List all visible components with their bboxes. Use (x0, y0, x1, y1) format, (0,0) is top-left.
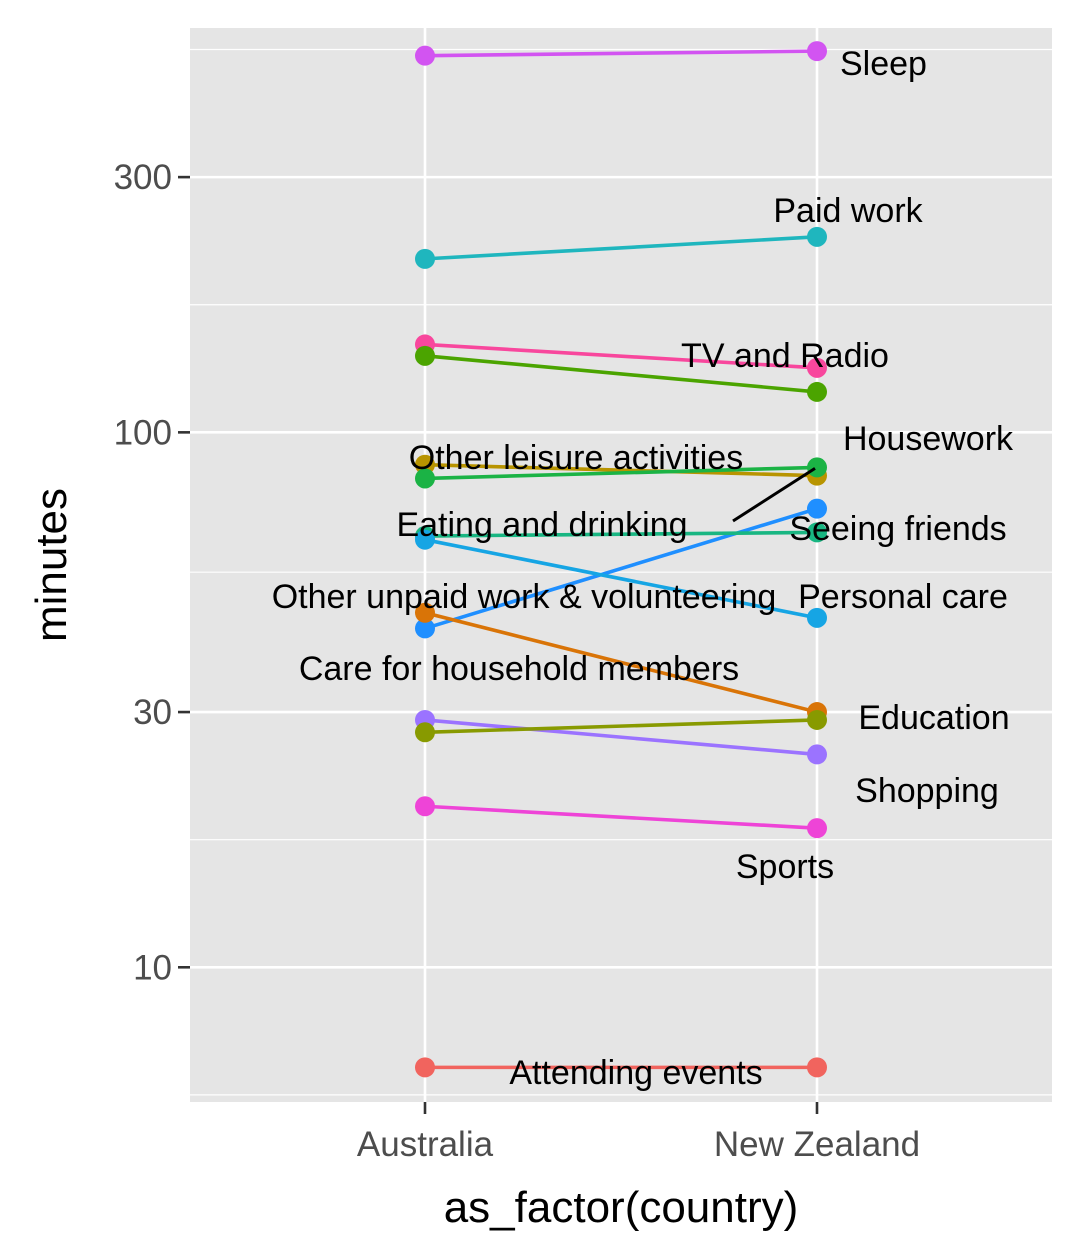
y-tick-label: 100 (114, 413, 172, 452)
data-point (415, 722, 435, 743)
series-line (424, 611, 818, 714)
x-tick-label: Australia (357, 1125, 494, 1164)
data-point (807, 522, 827, 543)
grid-major (190, 28, 1052, 1102)
series-label: Care for household members (299, 650, 739, 688)
series-label: Sleep (840, 45, 927, 83)
data-point (807, 1057, 827, 1078)
series-line (424, 537, 818, 620)
series-line (424, 804, 818, 830)
series-label: Attending events (509, 1054, 762, 1092)
y-axis-title: minutes (27, 488, 76, 642)
grid-minor (190, 48, 1052, 1096)
series-label: Education (858, 699, 1009, 737)
series-label: Seeing friends (789, 510, 1006, 548)
series-label: Paid work (773, 192, 923, 230)
data-point (415, 529, 435, 550)
y-tick-label: 10 (133, 948, 172, 987)
series-line (424, 465, 818, 481)
series-label: Other leisure activities (409, 439, 743, 477)
data-point (415, 345, 435, 366)
data-point (807, 607, 827, 628)
series-lines (424, 49, 818, 1070)
x-axis-title: as_factor(country) (444, 1183, 799, 1232)
series-label: Eating and drinking (396, 506, 687, 544)
series-line (424, 354, 818, 394)
data-point (415, 45, 435, 66)
y-axis: 10 30 100 300 (114, 158, 190, 987)
data-point (807, 457, 827, 478)
series-label: Shopping (855, 772, 999, 810)
data-point (807, 818, 827, 839)
data-point (807, 744, 827, 765)
series-label: Housework (843, 420, 1014, 458)
data-point (415, 1057, 435, 1078)
y-tick-label: 300 (114, 158, 172, 197)
series-line (424, 530, 818, 538)
series-line (424, 718, 818, 757)
series-label: Other unpaid work & volunteering (272, 578, 777, 616)
data-point (415, 602, 435, 623)
x-tick-label: New Zealand (714, 1125, 920, 1164)
series-line (424, 49, 818, 58)
series-label: Personal care (798, 578, 1008, 616)
data-point (415, 248, 435, 269)
x-axis: Australia New Zealand (357, 1102, 920, 1164)
series-label: Sports (736, 848, 834, 886)
series-points (415, 41, 827, 1078)
series-line (424, 506, 818, 631)
data-point (807, 41, 827, 62)
data-point (415, 468, 435, 489)
data-point (807, 226, 827, 247)
series-label: TV and Radio (681, 337, 889, 375)
data-point (415, 796, 435, 817)
series-line (424, 718, 818, 735)
y-tick-label: 30 (133, 693, 172, 732)
series-line (424, 342, 818, 370)
plot-panel (190, 28, 1052, 1102)
data-point (807, 498, 827, 519)
series-labels: Sleep Paid work TV and Radio Housework Other… (272, 45, 1014, 1092)
data-point (807, 357, 827, 378)
series-line (424, 462, 818, 478)
data-point (415, 618, 435, 639)
series-line (424, 235, 818, 261)
label-leader-line (732, 467, 816, 523)
data-point (415, 454, 435, 475)
data-point (807, 381, 827, 402)
data-point (807, 709, 827, 730)
